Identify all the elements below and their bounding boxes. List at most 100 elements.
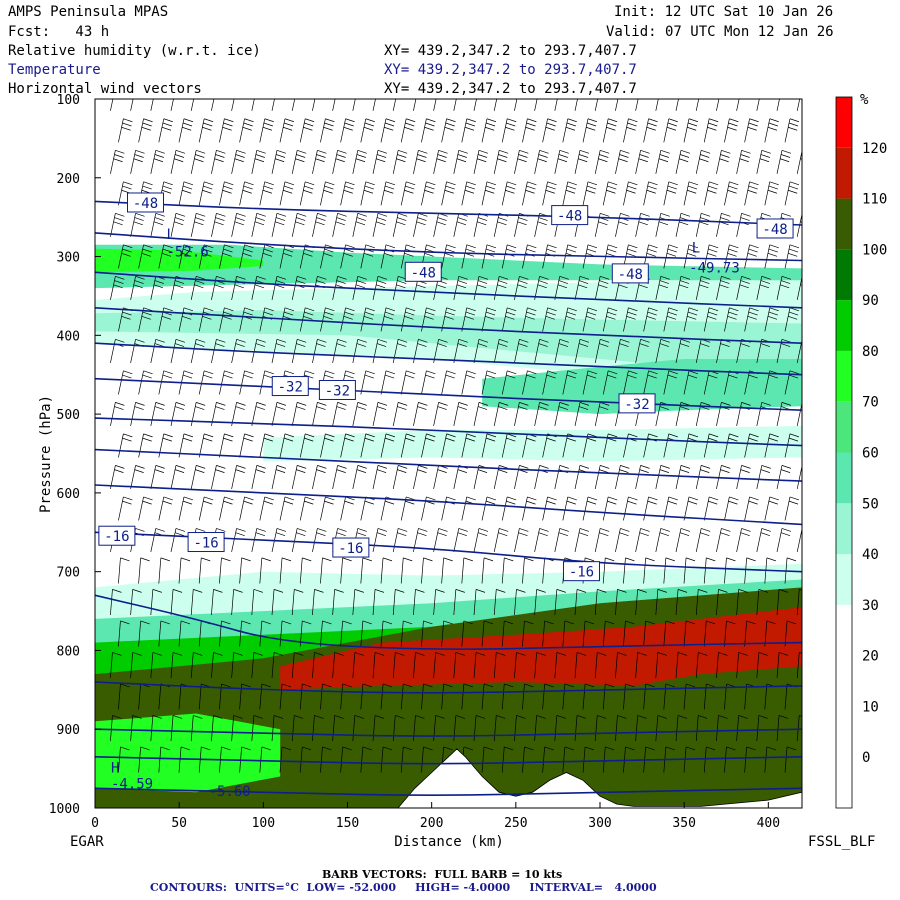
wind-barb bbox=[158, 244, 173, 269]
barb-flag bbox=[607, 122, 617, 127]
barb-flag bbox=[243, 185, 253, 190]
barb-flag bbox=[135, 465, 145, 469]
barb-flag bbox=[337, 402, 347, 406]
barb-flag bbox=[276, 149, 287, 154]
wind-barb bbox=[473, 212, 489, 237]
wind-barb bbox=[352, 339, 367, 363]
barb-flag bbox=[780, 343, 791, 347]
barb-flag bbox=[465, 99, 466, 100]
station-left: EGAR bbox=[70, 834, 104, 850]
barb-flag bbox=[566, 437, 576, 442]
barb-shaft bbox=[198, 370, 205, 395]
wind-barb bbox=[675, 339, 691, 363]
barb-flag bbox=[255, 469, 265, 473]
contour-label-text: -48 bbox=[762, 222, 787, 238]
barb-flag bbox=[426, 433, 436, 438]
wind-barb bbox=[219, 307, 234, 332]
barb-shaft bbox=[514, 213, 520, 237]
wind-barb bbox=[413, 465, 428, 490]
barb-flag bbox=[685, 557, 696, 562]
barb-flag bbox=[701, 465, 711, 469]
temperature-contour bbox=[95, 307, 802, 344]
barb-flag bbox=[687, 248, 698, 253]
barb-flag bbox=[657, 652, 667, 656]
barb-flag bbox=[720, 280, 730, 284]
barb-shaft bbox=[473, 213, 480, 237]
wind-barb bbox=[784, 181, 800, 206]
temperature-contour bbox=[95, 681, 802, 694]
barb-shaft bbox=[724, 620, 727, 647]
barb-shaft bbox=[380, 683, 384, 710]
barb-legend: BARB VECTORS: FULL BARB = 10 kts bbox=[322, 868, 563, 881]
barb-shaft bbox=[352, 402, 359, 426]
barb-shaft bbox=[805, 684, 807, 710]
wind-barb bbox=[562, 181, 577, 206]
barb-flag bbox=[788, 311, 799, 316]
barb-flag bbox=[425, 374, 435, 379]
temperature-contour bbox=[95, 728, 802, 737]
barb-flag bbox=[303, 126, 313, 131]
barb-flag bbox=[788, 374, 799, 379]
barb-shaft bbox=[602, 181, 609, 206]
wind-barb bbox=[372, 652, 385, 679]
barb-shaft bbox=[320, 433, 326, 458]
barb-flag bbox=[153, 158, 164, 163]
barb-shaft bbox=[441, 433, 447, 458]
barb-shaft bbox=[562, 496, 569, 521]
barb-shaft bbox=[433, 589, 436, 616]
barb-flag bbox=[336, 343, 346, 347]
barb-shaft bbox=[360, 307, 367, 332]
wind-barb bbox=[400, 746, 413, 773]
wind-barb bbox=[421, 746, 433, 773]
barb-flag bbox=[302, 746, 312, 751]
barb-shaft bbox=[716, 339, 722, 363]
barb-flag bbox=[444, 315, 454, 320]
wind-barb bbox=[736, 652, 748, 679]
barb-shaft bbox=[219, 370, 225, 395]
y-tick-label: 400 bbox=[57, 329, 80, 344]
barb-flag bbox=[122, 374, 132, 379]
barb-flag bbox=[417, 154, 427, 158]
barb-shaft bbox=[594, 402, 601, 426]
wind-barb bbox=[433, 212, 448, 237]
barb-shaft bbox=[764, 181, 771, 206]
barb-shaft bbox=[481, 370, 488, 395]
barb-shaft bbox=[461, 433, 468, 458]
wind-barb bbox=[150, 212, 165, 237]
barb-flag bbox=[524, 683, 534, 688]
wind-barb bbox=[413, 402, 428, 426]
barb-flag bbox=[337, 528, 347, 532]
wind-barb bbox=[219, 370, 234, 395]
barb-shaft bbox=[312, 402, 318, 426]
barb-shaft bbox=[562, 244, 569, 269]
barb-flag bbox=[524, 620, 534, 625]
barb-shaft bbox=[554, 465, 561, 490]
wind-barb bbox=[352, 589, 364, 616]
barb-flag bbox=[766, 557, 776, 562]
wind-barb bbox=[514, 715, 526, 742]
wind-barb bbox=[796, 589, 802, 616]
barb-flag bbox=[788, 122, 799, 127]
barb-shaft bbox=[198, 496, 205, 521]
barb-shaft bbox=[635, 213, 641, 237]
barb-shaft bbox=[594, 276, 601, 300]
barb-shaft bbox=[332, 339, 338, 363]
barb-shaft bbox=[683, 307, 690, 332]
barb-flag bbox=[337, 339, 347, 343]
barb-shaft bbox=[522, 244, 528, 269]
barb-flag bbox=[406, 118, 416, 123]
barb-flag bbox=[608, 370, 618, 375]
wind-barb bbox=[655, 715, 667, 742]
barb-shaft bbox=[299, 244, 306, 269]
barb-flag bbox=[586, 248, 597, 253]
x-tick-label: 50 bbox=[171, 816, 187, 831]
barb-flag bbox=[196, 402, 206, 406]
wind-barb bbox=[675, 589, 688, 616]
barb-flag bbox=[625, 557, 635, 562]
barb-flag bbox=[658, 284, 669, 289]
barb-flag bbox=[376, 284, 386, 289]
barb-flag bbox=[122, 500, 132, 505]
barb-flag bbox=[506, 311, 516, 316]
barb-shaft bbox=[251, 715, 255, 742]
barb-flag bbox=[659, 532, 669, 536]
